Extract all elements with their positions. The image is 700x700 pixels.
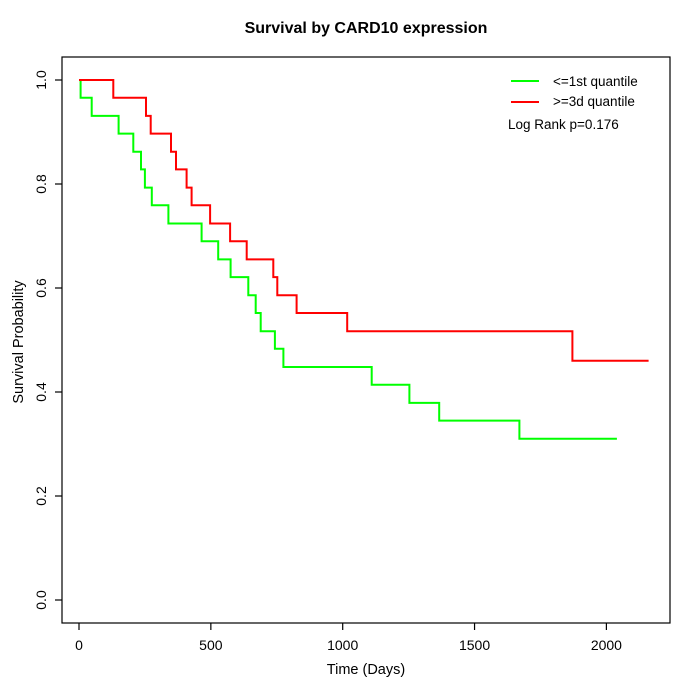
log-rank-annotation: Log Rank p=0.176 [508,117,619,132]
y-tick-label: 0.8 [33,174,49,194]
x-tick-label: 0 [75,637,83,653]
legend-line-green-icon [511,80,539,83]
legend-label-first-quantile: <=1st quantile [553,73,638,89]
survival-curve-red [79,79,649,362]
legend-item-third-quantile: >=3d quantile [511,92,638,113]
legend-label-third-quantile: >=3d quantile [553,94,635,110]
x-tick-label: 1000 [327,637,358,653]
survival-curve-green [79,79,617,440]
y-tick-label: 0.0 [33,590,49,610]
plot-box [61,56,671,624]
y-tick-label: 1.0 [33,70,49,90]
x-tick-label: 2000 [591,637,622,653]
chart-title: Survival by CARD10 expression [244,20,488,37]
x-tick-label: 500 [199,637,223,653]
y-tick-label: 0.4 [33,382,49,402]
x-axis-title: Time (Days) [326,662,406,678]
legend-line-red-icon [511,100,539,103]
legend: <=1st quantile >=3d quantile [511,71,638,112]
y-tick-label: 0.6 [33,278,49,298]
y-axis-title: Survival Probability [11,280,27,404]
x-tick-label: 1500 [459,637,490,653]
legend-item-first-quantile: <=1st quantile [511,71,638,92]
y-tick-label: 0.2 [33,486,49,506]
